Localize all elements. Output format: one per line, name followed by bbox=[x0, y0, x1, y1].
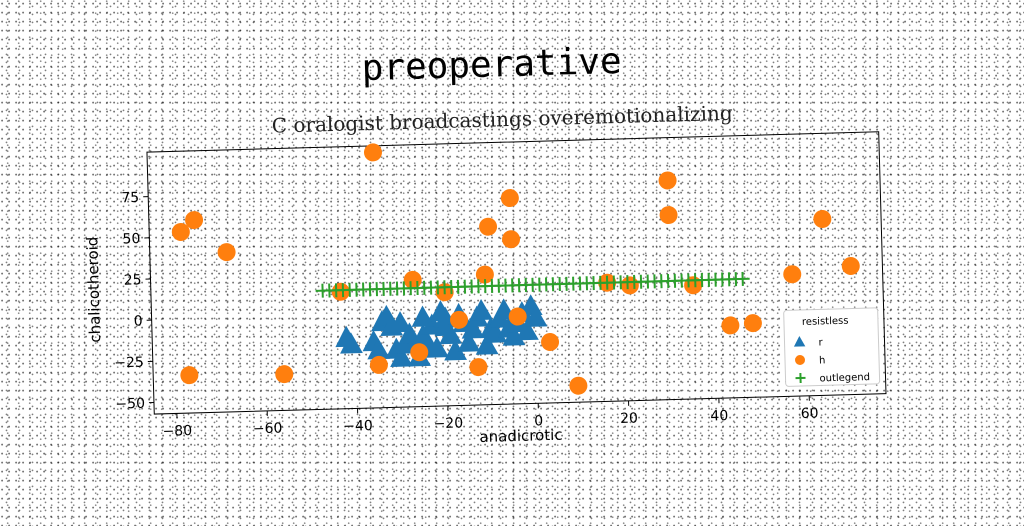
x-tick-label: −60 bbox=[253, 420, 283, 437]
data-point-h bbox=[180, 366, 198, 384]
data-marks bbox=[170, 130, 864, 406]
data-point-h bbox=[275, 365, 293, 383]
legend-label: h bbox=[819, 355, 826, 366]
legend-label: outlegend bbox=[819, 372, 870, 384]
y-tick-label: 75 bbox=[121, 190, 139, 206]
data-point-h bbox=[783, 265, 801, 283]
data-point-h bbox=[721, 316, 739, 334]
data-point-h bbox=[569, 376, 587, 394]
data-point-r bbox=[470, 299, 493, 321]
plot-area bbox=[147, 132, 886, 414]
data-point-h bbox=[403, 271, 421, 289]
y-tick-label: −25 bbox=[114, 355, 144, 372]
data-point-h bbox=[659, 206, 677, 224]
data-point-h bbox=[744, 314, 762, 332]
y-tick-label: −50 bbox=[115, 396, 145, 413]
x-tick-label: −40 bbox=[343, 418, 373, 435]
data-point-h bbox=[331, 283, 349, 301]
data-point-h bbox=[813, 210, 831, 228]
data-point-h bbox=[684, 276, 702, 294]
y-tick-label: 50 bbox=[122, 231, 140, 247]
data-point-h bbox=[217, 243, 235, 261]
data-point-h bbox=[658, 171, 676, 189]
data-point-h bbox=[502, 230, 520, 248]
legend-title: resistless bbox=[802, 316, 849, 328]
chart-subtitle: C oralogist broadcastings overemotionali… bbox=[271, 101, 733, 138]
x-tick-label: −80 bbox=[162, 423, 192, 440]
data-point-h bbox=[479, 217, 497, 235]
x-tick-label: 40 bbox=[710, 408, 728, 424]
y-axis: −50 −25 0 25 50 75 bbox=[109, 190, 154, 413]
y-tick-label: 25 bbox=[123, 272, 141, 288]
data-point-outlegend bbox=[735, 272, 749, 286]
y-tick-label: 0 bbox=[134, 313, 143, 329]
y-axis-label: chalicotheroid bbox=[83, 236, 104, 342]
data-point-h bbox=[501, 189, 519, 207]
chart-title: preoperative bbox=[361, 41, 622, 89]
x-axis-label: anadicrotic bbox=[479, 426, 563, 446]
data-point-h bbox=[842, 257, 860, 275]
x-tick-label: 60 bbox=[801, 406, 819, 422]
data-point-h bbox=[621, 276, 639, 294]
x-tick-label: 20 bbox=[620, 411, 638, 427]
data-point-h bbox=[541, 333, 559, 351]
data-point-h bbox=[469, 358, 487, 376]
x-tick-label: −20 bbox=[433, 415, 463, 432]
